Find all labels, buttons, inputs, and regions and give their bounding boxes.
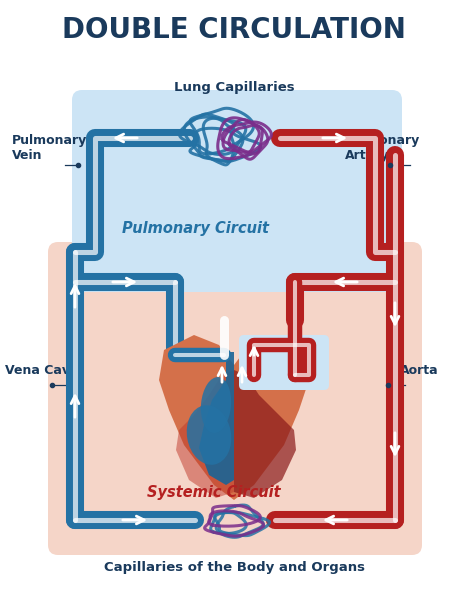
Text: Vena Cava: Vena Cava <box>5 364 79 377</box>
Polygon shape <box>234 370 296 498</box>
Text: Aorta: Aorta <box>400 364 439 377</box>
Ellipse shape <box>201 377 231 433</box>
Text: Pulmonary
Vein: Pulmonary Vein <box>12 134 87 162</box>
Text: Capillaries of the Body and Organs: Capillaries of the Body and Organs <box>103 562 365 575</box>
Polygon shape <box>199 352 234 485</box>
FancyBboxPatch shape <box>72 90 402 292</box>
Ellipse shape <box>187 405 231 465</box>
Text: DOUBLE CIRCULATION: DOUBLE CIRCULATION <box>62 16 406 44</box>
FancyBboxPatch shape <box>239 335 329 390</box>
FancyBboxPatch shape <box>48 242 422 555</box>
Text: Pulmonary Circuit: Pulmonary Circuit <box>122 220 269 235</box>
Text: Systemic Circuit: Systemic Circuit <box>147 485 281 499</box>
Text: Lung Capillaries: Lung Capillaries <box>174 82 294 94</box>
Polygon shape <box>159 335 309 500</box>
Text: Pulmonary
Artery: Pulmonary Artery <box>345 134 420 162</box>
Polygon shape <box>176 370 234 498</box>
